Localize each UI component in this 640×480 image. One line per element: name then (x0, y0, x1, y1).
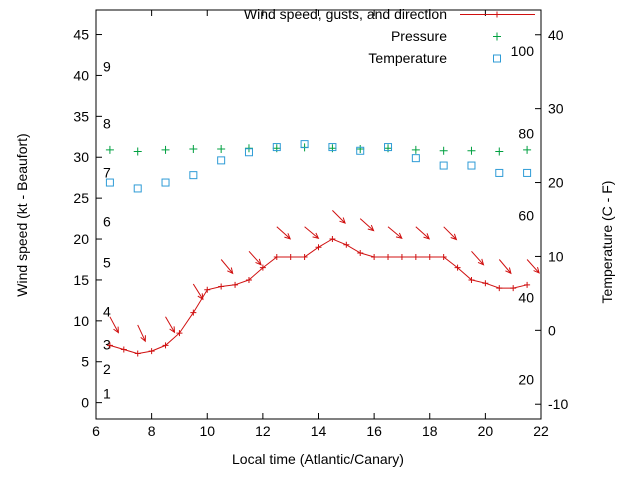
svg-text:20: 20 (548, 175, 564, 191)
legend-sample-1 (493, 32, 501, 41)
svg-text:9: 9 (103, 58, 111, 74)
fahrenheit-scale-labels: 20 40 60 80 100 (511, 43, 535, 387)
y-axis-left-ticks (96, 34, 102, 404)
legend-samples (460, 11, 535, 63)
y-axis-left-title: Wind speed (kt - Beaufort) (14, 133, 30, 296)
x-axis-ticks (95, 10, 542, 419)
svg-text:18: 18 (422, 423, 438, 439)
x-axis-tick-labels: 6 8 10 12 14 16 18 20 22 (92, 423, 549, 439)
svg-text:60: 60 (518, 207, 534, 223)
series-gusts (109, 210, 540, 343)
svg-text:35: 35 (73, 108, 89, 124)
legend-label-temperature: Temperature (368, 50, 447, 66)
y-axis-right-tick-labels: -10 0 10 20 30 40 (548, 27, 568, 412)
axes (95, 9, 542, 420)
svg-text:1: 1 (103, 385, 111, 401)
svg-text:6: 6 (103, 214, 111, 230)
legend-label-pressure: Pressure (391, 28, 447, 44)
svg-text:3: 3 (103, 336, 111, 352)
svg-text:80: 80 (518, 125, 534, 141)
svg-text:15: 15 (73, 272, 89, 288)
svg-text:40: 40 (518, 289, 534, 305)
plot-area: 6 8 10 12 14 16 18 20 22051015202530354045-10010… (73, 9, 568, 439)
svg-text:25: 25 (73, 190, 89, 206)
svg-text:30: 30 (548, 101, 564, 117)
series-pressure (105, 143, 532, 156)
svg-text:100: 100 (511, 43, 535, 59)
legend-sample-2 (493, 54, 501, 63)
legend-sample-0 (460, 11, 535, 18)
svg-text:40: 40 (548, 27, 564, 43)
svg-text:20: 20 (73, 231, 89, 247)
svg-text:45: 45 (73, 27, 89, 43)
svg-text:16: 16 (366, 423, 382, 439)
svg-text:10: 10 (199, 423, 215, 439)
svg-text:0: 0 (81, 395, 89, 411)
svg-text:10: 10 (73, 313, 89, 329)
svg-text:5: 5 (81, 354, 89, 370)
series-wind-speed (106, 236, 531, 357)
y-axis-right-title: Temperature (C - F) (599, 181, 615, 304)
svg-text:14: 14 (311, 423, 327, 439)
svg-text:12: 12 (255, 423, 271, 439)
svg-text:10: 10 (548, 248, 564, 264)
series-temperature (105, 140, 532, 193)
y-axis-right-ticks (535, 34, 541, 405)
legend-label-wind: Wind speed, gusts, and direction (244, 6, 447, 22)
svg-text:30: 30 (73, 149, 89, 165)
svg-text:-10: -10 (548, 396, 568, 412)
svg-text:8: 8 (103, 116, 111, 132)
svg-text:5: 5 (103, 255, 111, 271)
svg-text:22: 22 (533, 423, 549, 439)
y-axis-left-tick-labels: 0 5 10 15 20 25 30 35 40 45 (73, 27, 89, 411)
beaufort-scale-labels: 1 2 3 4 5 6 7 8 9 (103, 58, 111, 401)
svg-text:0: 0 (548, 322, 556, 338)
x-axis-title: Local time (Atlantic/Canary) (232, 451, 404, 467)
svg-text:6: 6 (92, 423, 100, 439)
svg-text:40: 40 (73, 67, 89, 83)
svg-text:20: 20 (518, 372, 534, 388)
svg-text:2: 2 (103, 361, 111, 377)
svg-text:7: 7 (103, 165, 111, 181)
svg-text:20: 20 (478, 423, 494, 439)
svg-text:8: 8 (148, 423, 156, 439)
svg-text:4: 4 (103, 304, 111, 320)
